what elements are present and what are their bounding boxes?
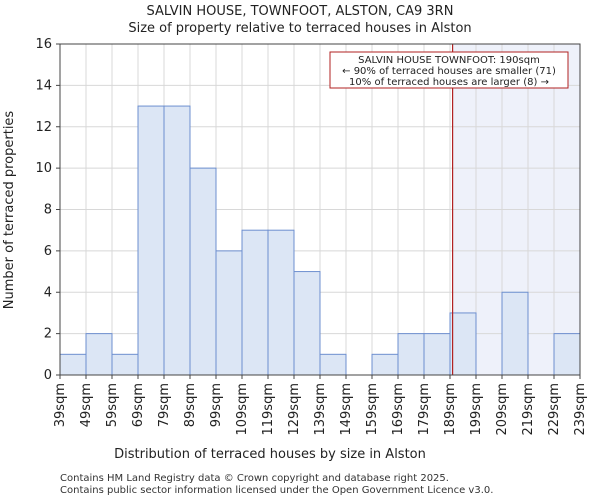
histogram-bar xyxy=(371,353,399,376)
histogram-bar xyxy=(449,312,477,376)
x-tick-label: 119sqm xyxy=(261,383,276,436)
annotation-line-property: SALVIN HOUSE TOWNFOOT: 190sqm xyxy=(358,55,540,66)
y-tick-label: 0 xyxy=(44,368,52,383)
histogram-bar xyxy=(553,333,581,376)
chart-title: SALVIN HOUSE, TOWNFOOT, ALSTON, CA9 3RN xyxy=(147,4,454,19)
histogram-bar xyxy=(319,353,347,376)
histogram-bar xyxy=(163,105,191,376)
x-tick-label: 99sqm xyxy=(209,383,224,427)
y-tick-label: 8 xyxy=(44,203,52,218)
annotation-line-larger: 10% of terraced houses are larger (8) → xyxy=(349,77,549,88)
x-tick-label: 79sqm xyxy=(157,383,172,427)
x-tick-label: 189sqm xyxy=(443,383,458,436)
x-tick-label: 69sqm xyxy=(131,383,146,427)
histogram-bar xyxy=(267,229,295,376)
x-tick-label: 109sqm xyxy=(235,383,250,436)
x-tick-label: 179sqm xyxy=(417,383,432,436)
x-tick-label: 159sqm xyxy=(365,383,380,436)
annotation-box: SALVIN HOUSE TOWNFOOT: 190sqm ← 90% of t… xyxy=(329,51,569,89)
histogram-bar xyxy=(111,353,139,376)
y-tick-label: 6 xyxy=(44,244,52,259)
histogram-bar xyxy=(189,167,217,376)
histogram-bar xyxy=(501,291,529,376)
y-tick-label: 16 xyxy=(35,37,52,52)
x-tick-label: 129sqm xyxy=(287,383,302,436)
x-tick-label: 39sqm xyxy=(53,383,68,427)
histogram-bar xyxy=(423,333,451,376)
y-tick-label: 4 xyxy=(44,285,52,300)
x-tick-label: 149sqm xyxy=(339,383,354,436)
plot-area: SALVIN HOUSE TOWNFOOT: 190sqm ← 90% of t… xyxy=(59,43,581,376)
histogram-bar xyxy=(397,333,425,376)
x-tick-label: 59sqm xyxy=(105,383,120,427)
x-tick-label: 199sqm xyxy=(469,383,484,436)
histogram-bar xyxy=(85,333,113,376)
chart-subtitle: Size of property relative to terraced ho… xyxy=(128,21,471,36)
x-tick-label: 219sqm xyxy=(521,383,536,436)
annotation-line-smaller: ← 90% of terraced houses are smaller (71… xyxy=(342,66,556,77)
histogram-bar xyxy=(215,250,243,376)
footer-licence: Contains public sector information licen… xyxy=(60,485,493,496)
x-tick-label: 239sqm xyxy=(573,383,588,436)
y-axis-label: Number of terraced properties xyxy=(2,111,17,310)
histogram-bars xyxy=(59,105,581,376)
x-tick-label: 49sqm xyxy=(79,383,94,427)
y-axis-ticks: 0 2 4 6 8 10 12 14 16 xyxy=(35,37,60,383)
x-tick-label: 89sqm xyxy=(183,383,198,427)
histogram-bar xyxy=(241,229,269,376)
x-axis-label: Distribution of terraced houses by size … xyxy=(114,447,426,462)
y-tick-label: 10 xyxy=(35,161,52,176)
y-tick-label: 2 xyxy=(44,327,52,342)
x-tick-label: 209sqm xyxy=(495,383,510,436)
x-tick-label: 139sqm xyxy=(313,383,328,436)
x-tick-label: 229sqm xyxy=(547,383,562,436)
histogram-bar xyxy=(293,271,321,376)
x-axis-ticks: 39sqm 49sqm 59sqm 69sqm 79sqm 89sqm 99sqm 109sq… xyxy=(53,375,588,436)
histogram-bar xyxy=(137,105,165,376)
annotation-border xyxy=(329,51,569,89)
footer-copyright: Contains HM Land Registry data © Crown c… xyxy=(60,473,449,484)
x-tick-label: 169sqm xyxy=(391,383,406,436)
y-tick-label: 14 xyxy=(35,78,52,93)
histogram-bar xyxy=(59,353,87,376)
y-tick-label: 12 xyxy=(35,120,52,135)
